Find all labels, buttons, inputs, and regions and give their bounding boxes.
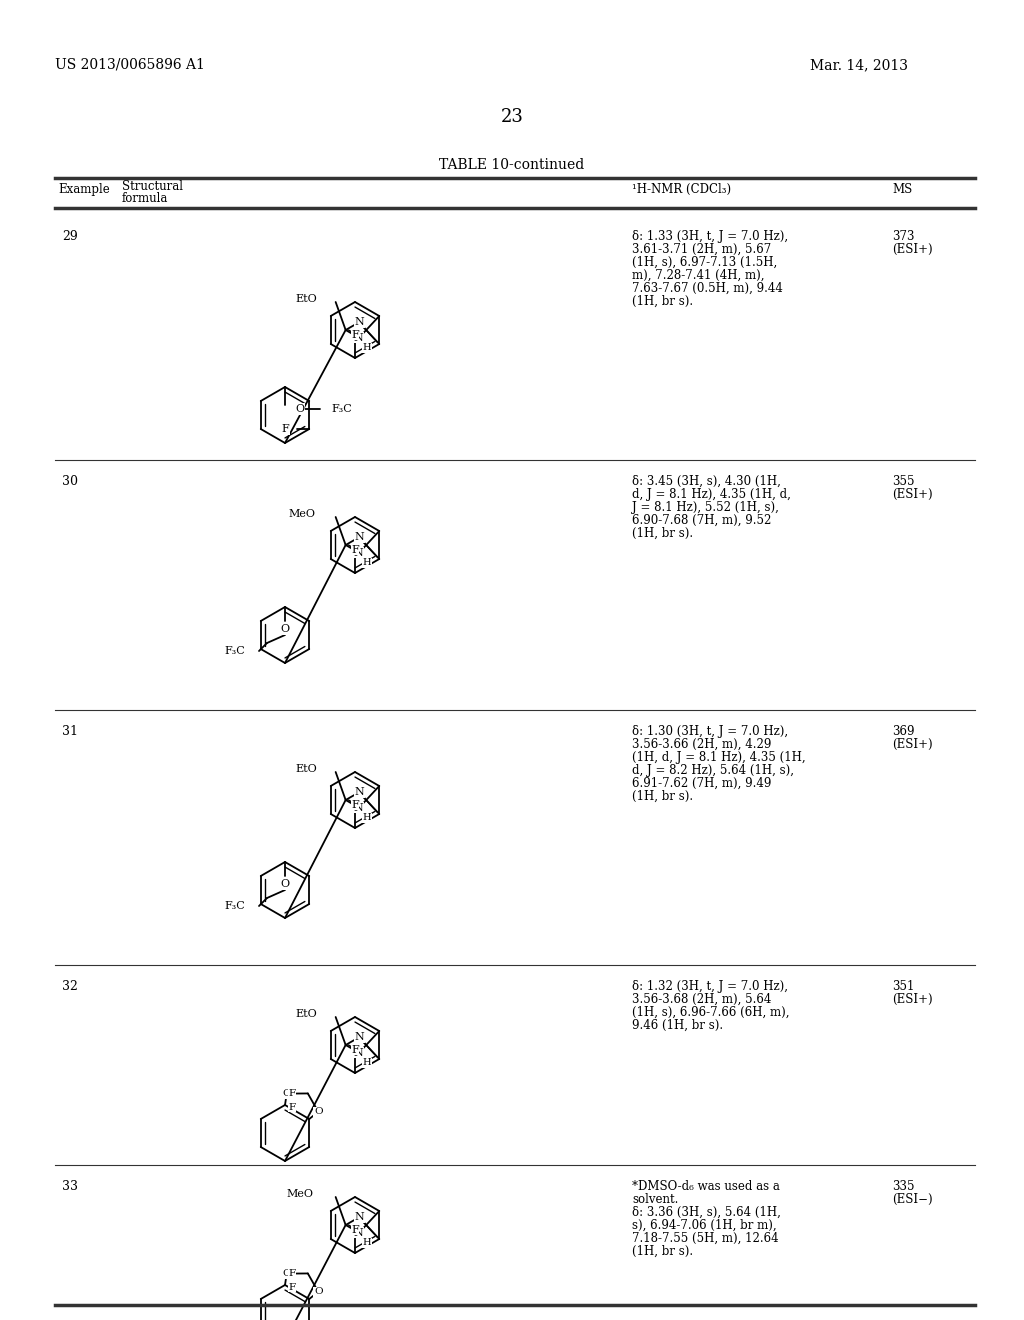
Text: F: F <box>289 1089 296 1098</box>
Text: 355: 355 <box>892 475 914 488</box>
Text: (ESI+): (ESI+) <box>892 993 933 1006</box>
Text: N: N <box>353 803 362 813</box>
Text: F₃C: F₃C <box>224 902 245 911</box>
Text: N: N <box>353 333 362 343</box>
Text: (ESI+): (ESI+) <box>892 243 933 256</box>
Text: (ESI−): (ESI−) <box>892 1193 933 1206</box>
Text: 30: 30 <box>62 475 78 488</box>
Text: N: N <box>354 787 364 797</box>
Text: H: H <box>362 558 372 568</box>
Text: N: N <box>353 1228 362 1238</box>
Text: MeO: MeO <box>287 1189 313 1199</box>
Text: formula: formula <box>122 191 168 205</box>
Text: O: O <box>283 1269 291 1278</box>
Text: F: F <box>351 1044 358 1055</box>
Text: H: H <box>362 1059 372 1067</box>
Text: F: F <box>351 330 358 339</box>
Text: 6.90-7.68 (7H, m), 9.52: 6.90-7.68 (7H, m), 9.52 <box>632 513 771 527</box>
Text: 31: 31 <box>62 725 78 738</box>
Text: N: N <box>354 1212 364 1222</box>
Text: δ: 1.30 (3H, t, J = 7.0 Hz),: δ: 1.30 (3H, t, J = 7.0 Hz), <box>632 725 788 738</box>
Text: 23: 23 <box>501 108 523 125</box>
Text: EtO: EtO <box>296 294 317 304</box>
Text: O: O <box>283 1089 291 1098</box>
Text: N: N <box>353 548 362 557</box>
Text: F: F <box>289 1104 296 1111</box>
Text: 32: 32 <box>62 979 78 993</box>
Text: H: H <box>362 343 372 352</box>
Text: 7.63-7.67 (0.5H, m), 9.44: 7.63-7.67 (0.5H, m), 9.44 <box>632 282 783 294</box>
Text: N: N <box>354 1032 364 1043</box>
Text: *DMSO-d₆ was used as a: *DMSO-d₆ was used as a <box>632 1180 780 1193</box>
Text: (1H, br s).: (1H, br s). <box>632 294 693 308</box>
Text: F: F <box>282 424 289 434</box>
Text: EtO: EtO <box>296 764 317 774</box>
Text: (1H, br s).: (1H, br s). <box>632 527 693 540</box>
Text: 9.46 (1H, br s).: 9.46 (1H, br s). <box>632 1019 723 1032</box>
Text: (1H, d, J = 8.1 Hz), 4.35 (1H,: (1H, d, J = 8.1 Hz), 4.35 (1H, <box>632 751 806 764</box>
Text: d, J = 8.2 Hz), 5.64 (1H, s),: d, J = 8.2 Hz), 5.64 (1H, s), <box>632 764 794 777</box>
Text: (ESI+): (ESI+) <box>892 488 933 502</box>
Text: N: N <box>353 1048 362 1057</box>
Text: TABLE 10-continued: TABLE 10-continued <box>439 158 585 172</box>
Text: MS: MS <box>892 183 912 195</box>
Text: (1H, s), 6.97-7.13 (1.5H,: (1H, s), 6.97-7.13 (1.5H, <box>632 256 777 269</box>
Text: F: F <box>351 800 358 809</box>
Text: H: H <box>362 1238 372 1247</box>
Text: s), 6.94-7.06 (1H, br m),: s), 6.94-7.06 (1H, br m), <box>632 1218 776 1232</box>
Text: δ: 3.36 (3H, s), 5.64 (1H,: δ: 3.36 (3H, s), 5.64 (1H, <box>632 1206 781 1218</box>
Text: O: O <box>295 404 304 414</box>
Text: 7.18-7.55 (5H, m), 12.64: 7.18-7.55 (5H, m), 12.64 <box>632 1232 778 1245</box>
Text: 29: 29 <box>62 230 78 243</box>
Text: F: F <box>289 1283 296 1292</box>
Text: (1H, br s).: (1H, br s). <box>632 789 693 803</box>
Text: Mar. 14, 2013: Mar. 14, 2013 <box>810 58 908 73</box>
Text: 3.56-3.68 (2H, m), 5.64: 3.56-3.68 (2H, m), 5.64 <box>632 993 771 1006</box>
Text: F₃C: F₃C <box>224 645 245 656</box>
Text: F₃C: F₃C <box>331 404 352 414</box>
Text: MeO: MeO <box>289 510 315 519</box>
Text: N: N <box>354 317 364 327</box>
Text: δ: 1.32 (3H, t, J = 7.0 Hz),: δ: 1.32 (3H, t, J = 7.0 Hz), <box>632 979 788 993</box>
Text: 335: 335 <box>892 1180 914 1193</box>
Text: US 2013/0065896 A1: US 2013/0065896 A1 <box>55 58 205 73</box>
Text: 3.56-3.66 (2H, m), 4.29: 3.56-3.66 (2H, m), 4.29 <box>632 738 771 751</box>
Text: 6.91-7.62 (7H, m), 9.49: 6.91-7.62 (7H, m), 9.49 <box>632 777 771 789</box>
Text: 3.61-3.71 (2H, m), 5.67: 3.61-3.71 (2H, m), 5.67 <box>632 243 771 256</box>
Text: Example: Example <box>58 183 110 195</box>
Text: J = 8.1 Hz), 5.52 (1H, s),: J = 8.1 Hz), 5.52 (1H, s), <box>632 502 779 513</box>
Text: (1H, s), 6.96-7.66 (6H, m),: (1H, s), 6.96-7.66 (6H, m), <box>632 1006 790 1019</box>
Text: solvent.: solvent. <box>632 1193 678 1206</box>
Text: (1H, br s).: (1H, br s). <box>632 1245 693 1258</box>
Text: Structural: Structural <box>122 180 183 193</box>
Text: 33: 33 <box>62 1180 78 1193</box>
Text: O: O <box>314 1107 323 1117</box>
Text: F: F <box>351 1225 358 1234</box>
Text: F: F <box>351 545 358 554</box>
Text: O: O <box>281 879 290 888</box>
Text: m), 7.28-7.41 (4H, m),: m), 7.28-7.41 (4H, m), <box>632 269 765 282</box>
Text: F: F <box>289 1269 296 1278</box>
Text: 351: 351 <box>892 979 914 993</box>
Text: EtO: EtO <box>296 1008 317 1019</box>
Text: 373: 373 <box>892 230 914 243</box>
Text: d, J = 8.1 Hz), 4.35 (1H, d,: d, J = 8.1 Hz), 4.35 (1H, d, <box>632 488 791 502</box>
Text: ¹H-NMR (CDCl₃): ¹H-NMR (CDCl₃) <box>632 183 731 195</box>
Text: H: H <box>362 813 372 822</box>
Text: δ: 3.45 (3H, s), 4.30 (1H,: δ: 3.45 (3H, s), 4.30 (1H, <box>632 475 781 488</box>
Text: O: O <box>281 624 290 634</box>
Text: N: N <box>354 532 364 543</box>
Text: 369: 369 <box>892 725 914 738</box>
Text: O: O <box>314 1287 323 1296</box>
Text: (ESI+): (ESI+) <box>892 738 933 751</box>
Text: δ: 1.33 (3H, t, J = 7.0 Hz),: δ: 1.33 (3H, t, J = 7.0 Hz), <box>632 230 788 243</box>
